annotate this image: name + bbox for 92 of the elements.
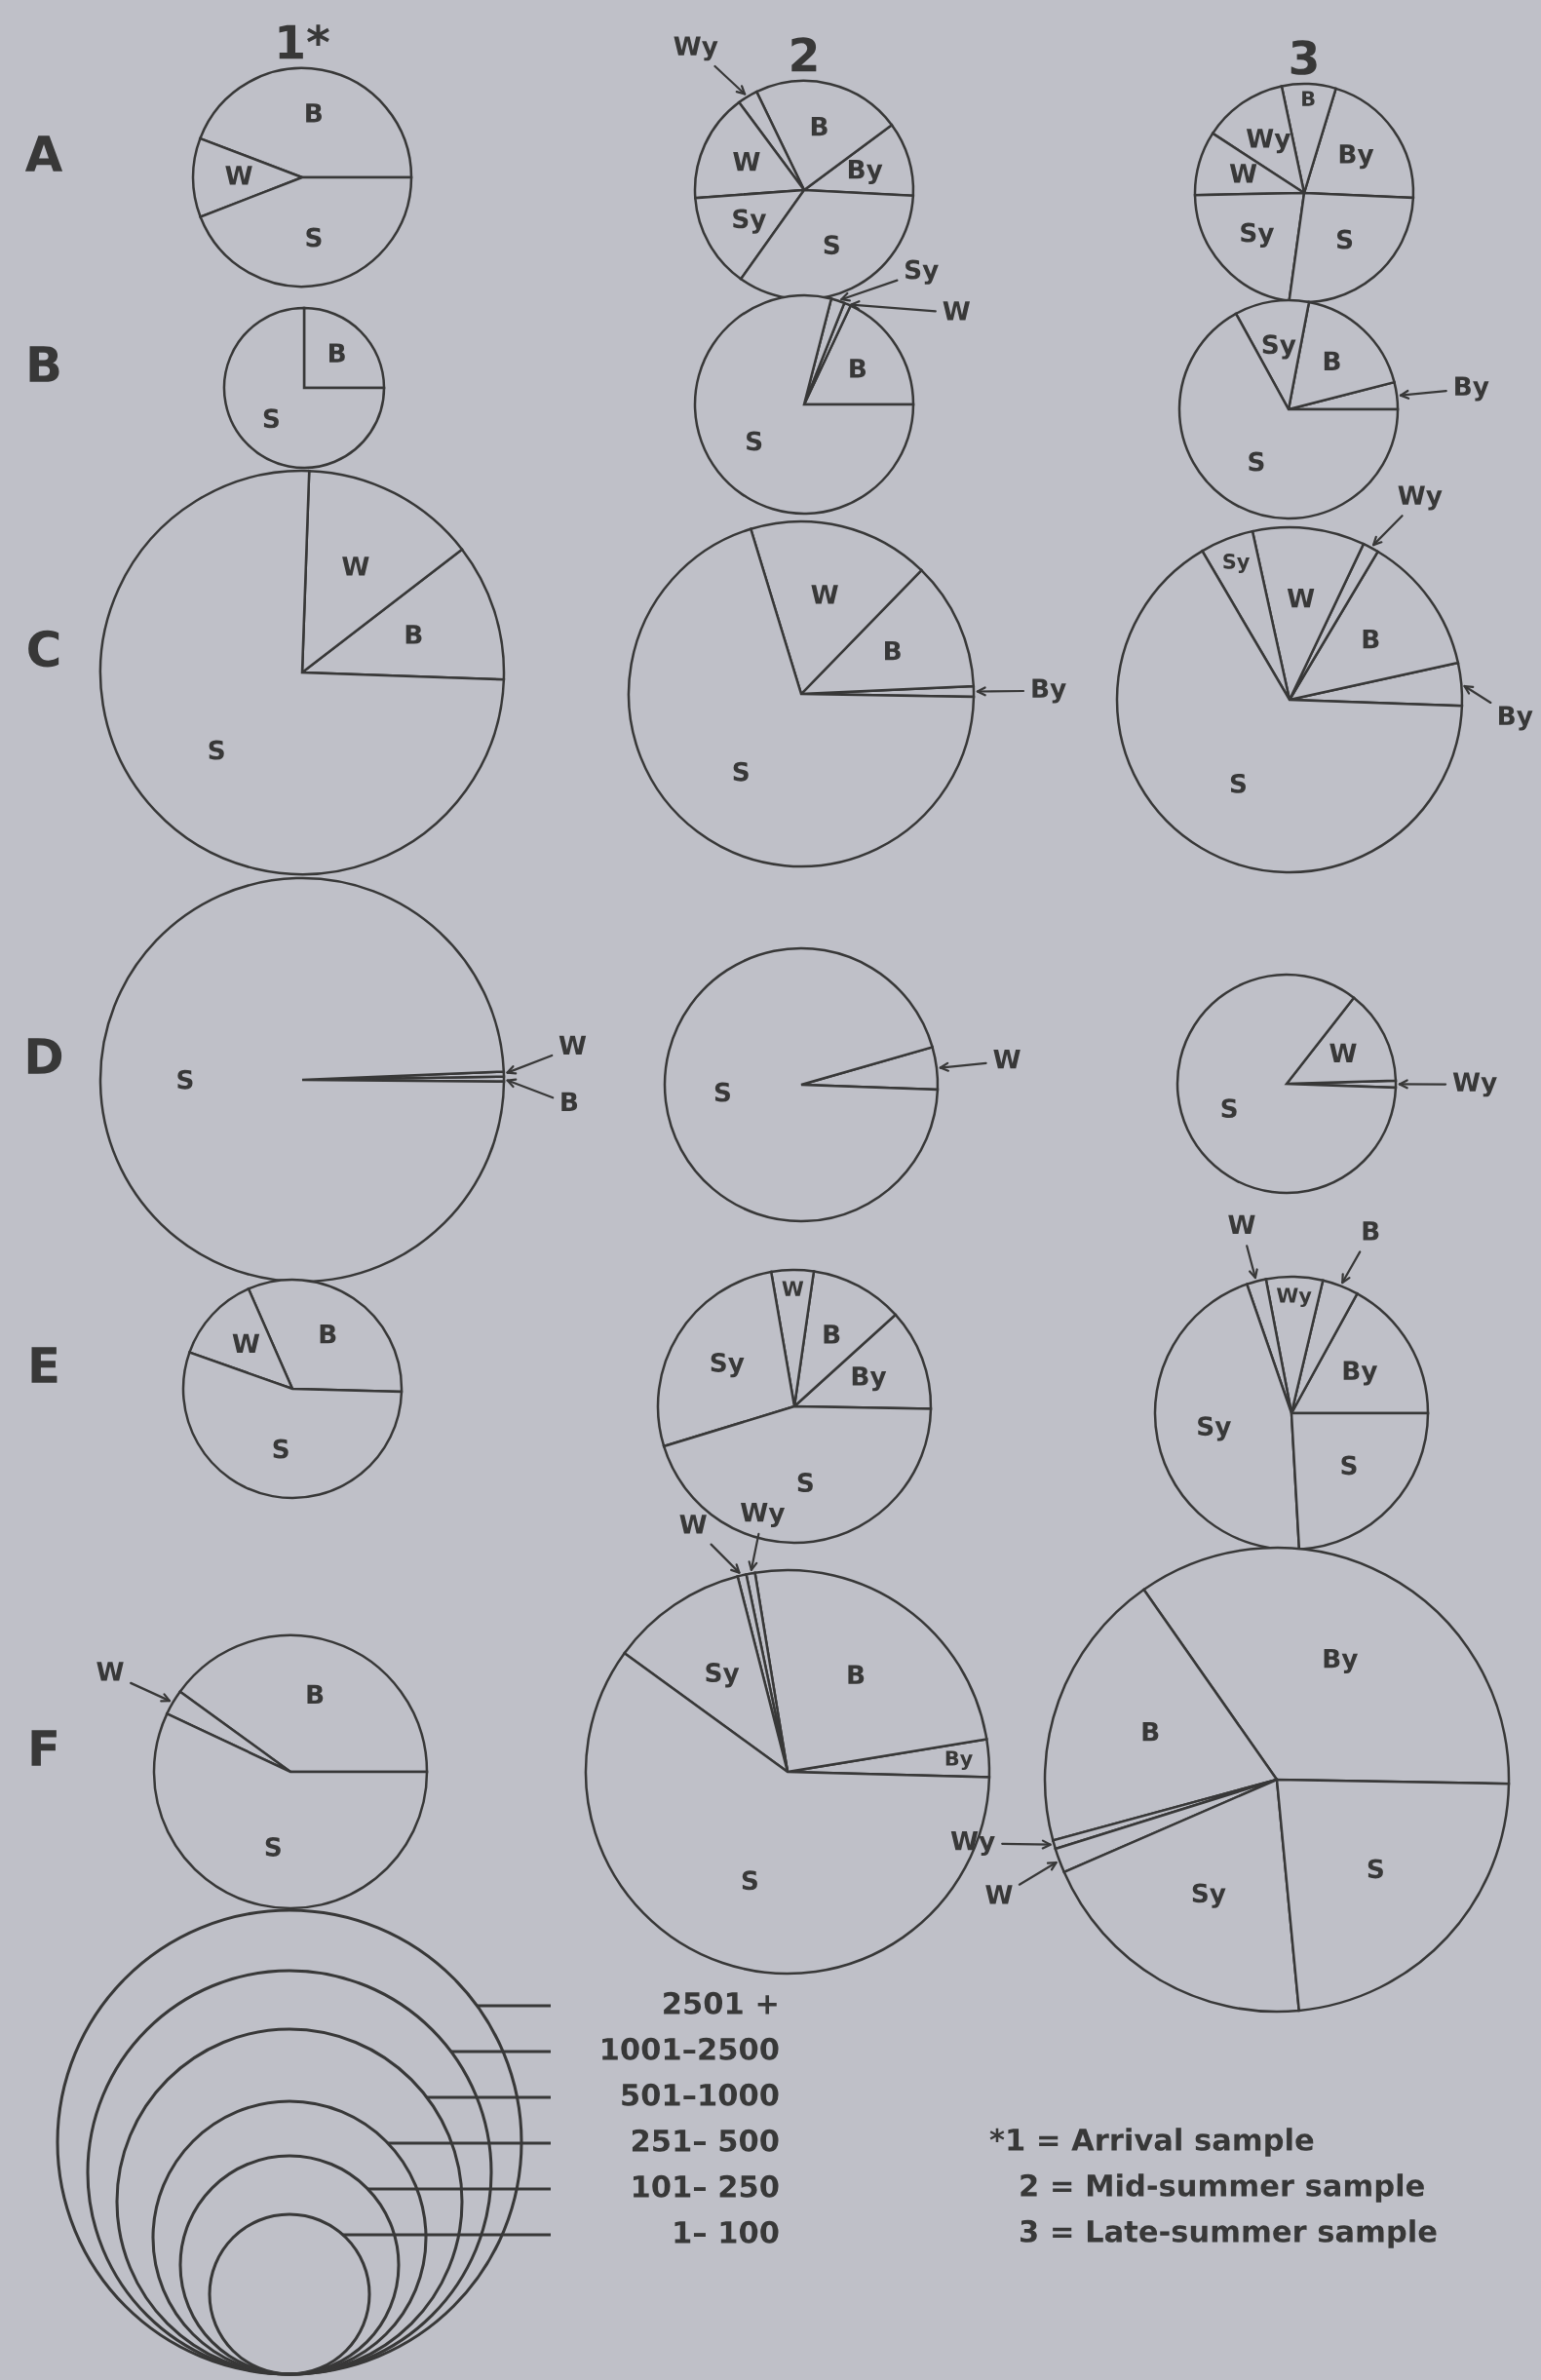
slice-label: By — [1343, 1361, 1378, 1386]
category-label: 1001–2500 — [602, 2037, 779, 2060]
slice-label: B — [405, 625, 422, 644]
slice-label: By — [848, 160, 883, 184]
slice-label: W — [232, 1333, 260, 1354]
slice-label: By — [852, 1366, 887, 1392]
slice-label: W — [96, 1662, 124, 1681]
slice-label: Sy — [1192, 1883, 1226, 1908]
slice-label: B — [1363, 1221, 1379, 1241]
slice-label: Wy — [1246, 129, 1291, 154]
slice-label: Sy — [706, 1663, 740, 1688]
slice-label: W — [559, 1035, 587, 1056]
slice-label: W — [342, 557, 369, 576]
slice-label: S — [733, 761, 749, 782]
slice-label: By — [945, 1750, 973, 1771]
text: D — [27, 1038, 62, 1074]
text: E — [31, 1347, 58, 1383]
slice-label: B — [561, 1092, 578, 1111]
text: F — [31, 1730, 57, 1766]
slice-label: B — [306, 103, 322, 123]
category-label: 501–1000 — [622, 2083, 779, 2106]
legend-label: W — [993, 1049, 1021, 1069]
slice-label: B — [329, 343, 345, 363]
text: C — [28, 630, 59, 668]
slice-label: S — [273, 1439, 289, 1459]
slice-label: B — [811, 116, 828, 136]
slice-label: S — [1221, 1098, 1237, 1119]
slice-label: By — [1339, 144, 1374, 170]
slice-label: W — [782, 1281, 804, 1296]
chart-title: 2 — [791, 37, 817, 72]
slice-label: B — [850, 359, 867, 378]
text: *1 = Arrival sample — [989, 2128, 1314, 2157]
slice-label: W — [679, 1515, 707, 1534]
text: 3 = Late-summer sample — [1021, 2219, 1437, 2248]
slice-label: By — [1499, 706, 1533, 731]
category-label: 251– 500 — [632, 2129, 779, 2152]
slice-label: S — [824, 235, 839, 255]
legend-label: Wy — [1452, 1072, 1497, 1097]
category-label: 101– 250 — [633, 2174, 779, 2198]
slice-label: S — [1336, 229, 1353, 250]
slice-label: S — [209, 740, 224, 760]
slice-label: B — [1302, 91, 1315, 106]
slice-label: W — [811, 585, 838, 604]
slice-label: B — [307, 1684, 324, 1705]
slice-label: S — [1341, 1455, 1357, 1476]
slice-label: Sy — [1223, 554, 1251, 573]
slice-label: S — [714, 1082, 730, 1102]
slice-label: Sy — [733, 209, 767, 234]
slice-label: Sy — [905, 259, 939, 285]
slice-label: S — [797, 1473, 813, 1493]
chart-title: 1* — [279, 24, 329, 59]
slice-label: Sy — [1241, 222, 1275, 248]
category-label: 2501 + — [664, 1991, 777, 2015]
slice-label: Wy — [1398, 485, 1443, 511]
legend-label: By — [1032, 678, 1066, 704]
text: 2 = Mid-summer sample — [1021, 2173, 1424, 2203]
slice-label: W — [225, 166, 252, 185]
slice-label: W — [943, 301, 970, 321]
slice-label: W — [1228, 1214, 1255, 1234]
slice-label: S — [747, 431, 762, 451]
slice-label: B — [1324, 351, 1340, 370]
slice-label: B — [1142, 1722, 1159, 1742]
slice-label: B — [824, 1324, 840, 1344]
slice-label: S — [177, 1069, 193, 1090]
legend-label: By — [1455, 376, 1489, 402]
slice-label: Sy — [711, 1352, 745, 1378]
category-label: 1– 100 — [674, 2220, 779, 2244]
slice-label: W — [1287, 589, 1315, 608]
slice-label: Wy — [741, 1503, 786, 1528]
slice-label: B — [885, 640, 901, 661]
slice-label: S — [1368, 1859, 1383, 1879]
slice-label: S — [1249, 451, 1264, 472]
slice-label: S — [265, 1836, 281, 1857]
slice-label: Wy — [674, 36, 718, 61]
slice-label: B — [320, 1324, 336, 1344]
chart-title: 3 — [1291, 40, 1317, 75]
slice-label: W — [1329, 1043, 1357, 1062]
slice-label: S — [263, 408, 279, 429]
slice-label: S — [1230, 773, 1247, 793]
slice-label: W — [985, 1885, 1013, 1904]
text: B — [29, 346, 59, 382]
slice-label: Wy — [1276, 1287, 1312, 1308]
slice-label: S — [742, 1870, 757, 1891]
slice-label: S — [306, 227, 322, 248]
text: A — [24, 135, 63, 172]
slice-label: W — [733, 152, 760, 172]
slice-label: W — [1229, 164, 1257, 183]
slice-label: Sy — [1198, 1416, 1231, 1441]
slice-label: Sy — [1262, 334, 1296, 360]
slice-label: B — [1363, 629, 1379, 649]
slice-label: B — [848, 1665, 865, 1684]
slice-label: By — [1324, 1648, 1358, 1673]
